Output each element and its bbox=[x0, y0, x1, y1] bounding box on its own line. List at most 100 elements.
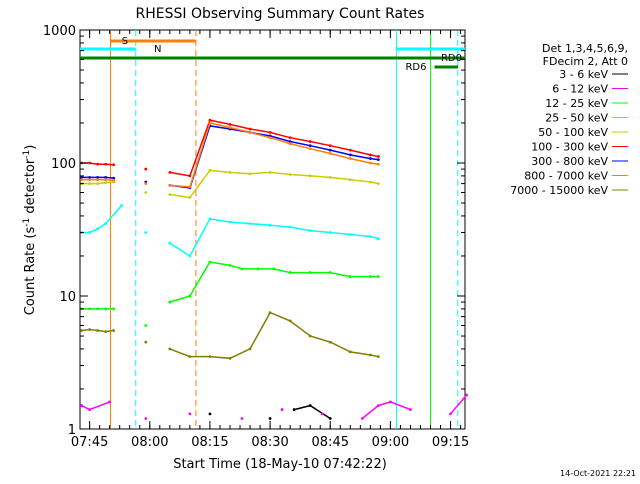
data-point bbox=[88, 175, 92, 179]
data-point bbox=[465, 393, 469, 397]
data-point bbox=[268, 170, 272, 174]
x-tick-label: 08:15 bbox=[191, 435, 228, 450]
data-point bbox=[112, 329, 116, 332]
data-point bbox=[104, 307, 108, 311]
data-point bbox=[228, 170, 232, 174]
data-point bbox=[348, 350, 352, 354]
data-point bbox=[248, 172, 252, 176]
data-point bbox=[328, 144, 332, 148]
x-tick-label: 09:00 bbox=[372, 435, 409, 450]
legend-label: 12 - 25 keV bbox=[545, 97, 608, 110]
data-point bbox=[96, 307, 100, 311]
segment-label: RD0 bbox=[441, 53, 462, 64]
x-tick-label: 08:45 bbox=[312, 435, 349, 450]
data-point bbox=[188, 355, 192, 359]
data-point bbox=[268, 130, 272, 134]
data-point bbox=[376, 162, 380, 166]
data-point bbox=[308, 404, 312, 407]
data-point bbox=[328, 175, 332, 179]
series-line bbox=[81, 311, 379, 360]
data-point bbox=[104, 162, 108, 166]
data-point bbox=[96, 162, 100, 166]
legend-label: 7000 - 15000 keV bbox=[510, 184, 608, 197]
data-point bbox=[228, 123, 232, 126]
y-axis-label: Count Rate (s-1 detector-1) bbox=[22, 145, 38, 316]
data-point bbox=[112, 163, 116, 167]
series-line bbox=[81, 261, 379, 310]
data-point bbox=[208, 412, 212, 416]
x-tick-label: 08:00 bbox=[131, 435, 168, 450]
data-point bbox=[208, 168, 212, 172]
data-point bbox=[96, 175, 100, 179]
data-point bbox=[248, 222, 252, 226]
data-point bbox=[308, 144, 312, 148]
data-point bbox=[288, 136, 292, 140]
data-point bbox=[112, 176, 116, 180]
data-point bbox=[228, 220, 232, 224]
data-point bbox=[288, 173, 292, 176]
data-point bbox=[88, 307, 92, 311]
data-point bbox=[96, 329, 100, 332]
data-point bbox=[308, 334, 312, 338]
segment-label: S bbox=[122, 36, 128, 47]
data-point bbox=[80, 404, 84, 407]
data-point bbox=[328, 148, 332, 152]
data-point bbox=[144, 324, 148, 327]
data-point bbox=[288, 271, 292, 274]
legend-header: Det 1,3,4,5,6,9, bbox=[542, 42, 628, 55]
data-point bbox=[268, 311, 272, 315]
data-point bbox=[108, 400, 112, 404]
data-point bbox=[144, 167, 148, 171]
data-point bbox=[368, 157, 372, 160]
data-point bbox=[268, 223, 272, 227]
data-point bbox=[88, 161, 92, 165]
data-point bbox=[112, 307, 116, 311]
data-point bbox=[208, 217, 212, 221]
data-point bbox=[188, 196, 192, 199]
data-point bbox=[320, 412, 324, 416]
series-line bbox=[81, 169, 379, 199]
plot-frame bbox=[79, 29, 466, 430]
data-point bbox=[308, 140, 312, 143]
data-point bbox=[376, 404, 380, 407]
data-point bbox=[360, 417, 364, 420]
chart-title: RHESSI Observing Summary Count Rates bbox=[136, 6, 425, 22]
data-point bbox=[328, 271, 332, 274]
data-point bbox=[348, 157, 352, 160]
data-point bbox=[168, 183, 172, 187]
data-point bbox=[88, 328, 92, 331]
x-tick-label: 07:45 bbox=[71, 435, 108, 450]
legend-label: 3 - 6 keV bbox=[559, 68, 608, 81]
y-tick-label: 1000 bbox=[43, 24, 76, 39]
data-point bbox=[308, 229, 312, 233]
data-point bbox=[96, 227, 100, 231]
data-point bbox=[208, 121, 212, 125]
data-point bbox=[168, 300, 172, 304]
data-point bbox=[188, 254, 192, 258]
data-point bbox=[88, 182, 92, 186]
data-point bbox=[389, 400, 392, 404]
data-point bbox=[348, 148, 352, 152]
data-point bbox=[288, 225, 292, 229]
data-point bbox=[368, 235, 372, 238]
data-point bbox=[188, 185, 192, 189]
series-line bbox=[81, 204, 379, 258]
data-point bbox=[228, 356, 232, 360]
data-point bbox=[368, 353, 372, 357]
data-point bbox=[88, 178, 92, 182]
data-point bbox=[308, 271, 312, 274]
data-point bbox=[376, 182, 380, 186]
data-point bbox=[144, 231, 148, 234]
y-tick-label: 10 bbox=[59, 290, 76, 305]
data-point bbox=[96, 178, 100, 182]
y-tick-label: 1 bbox=[68, 423, 76, 438]
data-point bbox=[280, 408, 284, 411]
data-point bbox=[168, 193, 172, 196]
data-point bbox=[168, 241, 172, 245]
data-point bbox=[368, 275, 372, 278]
legend: Det 1,3,4,5,6,9,FDecim 2, Att 03 - 6 keV… bbox=[510, 42, 628, 197]
data-point bbox=[188, 174, 192, 178]
x-tick-label: 08:30 bbox=[251, 435, 288, 450]
data-point bbox=[288, 319, 292, 323]
